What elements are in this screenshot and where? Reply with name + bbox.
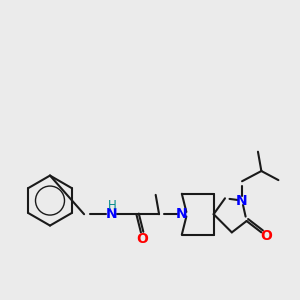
Text: N: N bbox=[106, 207, 117, 221]
Text: N: N bbox=[236, 194, 248, 208]
Text: O: O bbox=[136, 232, 148, 246]
Text: O: O bbox=[260, 229, 272, 243]
Text: N: N bbox=[176, 207, 188, 221]
Text: H: H bbox=[108, 199, 117, 212]
